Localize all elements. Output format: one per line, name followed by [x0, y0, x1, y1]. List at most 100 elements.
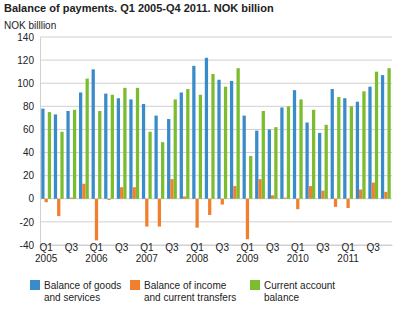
grid-line [40, 221, 392, 222]
bar [123, 88, 126, 199]
x-tick: Q12006 [85, 242, 108, 264]
bar [174, 99, 177, 198]
bar [359, 190, 362, 199]
legend-item: Current accountbalance [250, 280, 335, 303]
legend-label: Balance of incomeand current transfers [144, 280, 236, 303]
text-line: Balance of income [144, 280, 227, 291]
bar [255, 131, 258, 199]
bar [243, 116, 246, 199]
text-line: Q1 [190, 242, 204, 253]
bar [337, 97, 340, 199]
bar [54, 114, 57, 198]
bar [211, 74, 214, 199]
x-tick: Q12009 [236, 242, 259, 264]
bar [375, 72, 378, 199]
x-tick-label: Q3 [316, 242, 330, 253]
bar [117, 98, 120, 199]
text-line: 2011 [337, 253, 359, 264]
legend-swatch [30, 280, 40, 290]
y-tick: 60 [23, 124, 40, 135]
text-line: 2005 [35, 253, 58, 264]
bar [104, 94, 107, 199]
legend-item: Balance of goodsand services [30, 280, 121, 303]
bar [148, 132, 151, 199]
bar [334, 199, 337, 207]
bar [120, 187, 123, 199]
bar [79, 92, 82, 198]
x-tick-label: Q3 [266, 242, 280, 253]
bar [237, 68, 240, 199]
bar [274, 127, 277, 199]
y-tick: -20 [20, 217, 40, 228]
bar [321, 191, 324, 199]
legend-label: Balance of goodsand services [44, 280, 121, 303]
bar [233, 186, 236, 199]
x-tick-label: Q12006 [85, 242, 108, 264]
bar [258, 179, 261, 199]
text-line: Q3 [266, 242, 280, 253]
text-line: Q1 [241, 242, 255, 253]
y-tick-label: -20 [20, 217, 35, 228]
text-line: 2009 [236, 253, 259, 264]
bar [249, 156, 252, 199]
bar [92, 69, 95, 198]
bar [133, 187, 136, 199]
y-tick: 80 [23, 101, 40, 112]
x-tick-label: Q12007 [136, 242, 159, 264]
bar [230, 81, 233, 199]
plot: -40-20020406080100120140Q12005Q3Q12006Q3… [17, 32, 392, 264]
bar [381, 75, 384, 199]
bar [48, 112, 51, 199]
bar [142, 104, 145, 199]
bar [343, 98, 346, 199]
grid-line [40, 37, 392, 38]
bar [318, 133, 321, 199]
y-axis-title: NOK billlion [4, 20, 56, 31]
x-tick-label: Q12008 [186, 242, 209, 264]
x-tick: Q3 [316, 242, 330, 253]
chart: Balance of payments. Q1 2005-Q4 2011. NO… [0, 0, 400, 320]
bars [41, 58, 390, 241]
bar [186, 89, 189, 199]
bar [70, 198, 73, 199]
bar [246, 199, 249, 239]
x-tick-label: Q12010 [287, 242, 310, 264]
x-tick: Q3 [367, 242, 381, 253]
y-tick: 0 [28, 193, 40, 204]
bar [356, 102, 359, 199]
x-tick-label: Q12005 [35, 242, 58, 264]
x-tick: Q12005 [35, 242, 58, 264]
bar [98, 111, 101, 199]
bar [195, 199, 198, 228]
x-tick-label: Q3 [216, 242, 230, 253]
text-line: Q3 [367, 242, 381, 253]
x-tick: Q12010 [287, 242, 310, 264]
y-tick: 100 [17, 78, 40, 89]
series [41, 58, 384, 199]
bar [86, 79, 89, 199]
x-tick-label: Q3 [65, 242, 79, 253]
bar [296, 199, 299, 209]
legend-item: Balance of incomeand current transfers [130, 280, 236, 303]
bar [183, 196, 186, 198]
bar [82, 184, 85, 199]
y-tick-label: 140 [17, 32, 34, 43]
bar [284, 198, 287, 199]
x-tick: Q3 [65, 242, 79, 253]
text-line: Q1 [291, 242, 305, 253]
bar [217, 80, 220, 199]
text-line: Balance of goods [44, 280, 121, 291]
bar [305, 123, 308, 199]
series [48, 68, 391, 199]
bar [309, 186, 312, 199]
y-tick-label: -40 [20, 240, 35, 251]
x-tick: Q3 [115, 242, 129, 253]
y-tick-label: 60 [23, 124, 35, 135]
bar [66, 111, 69, 199]
y-tick: 40 [23, 147, 40, 158]
x-tick: Q12007 [136, 242, 159, 264]
y-tick-label: 0 [28, 193, 34, 204]
text-line: Q3 [65, 242, 79, 253]
x-axis: Q12005Q3Q12006Q3Q12007Q3Q12008Q3Q12009Q3… [35, 242, 392, 264]
bar [60, 132, 63, 199]
